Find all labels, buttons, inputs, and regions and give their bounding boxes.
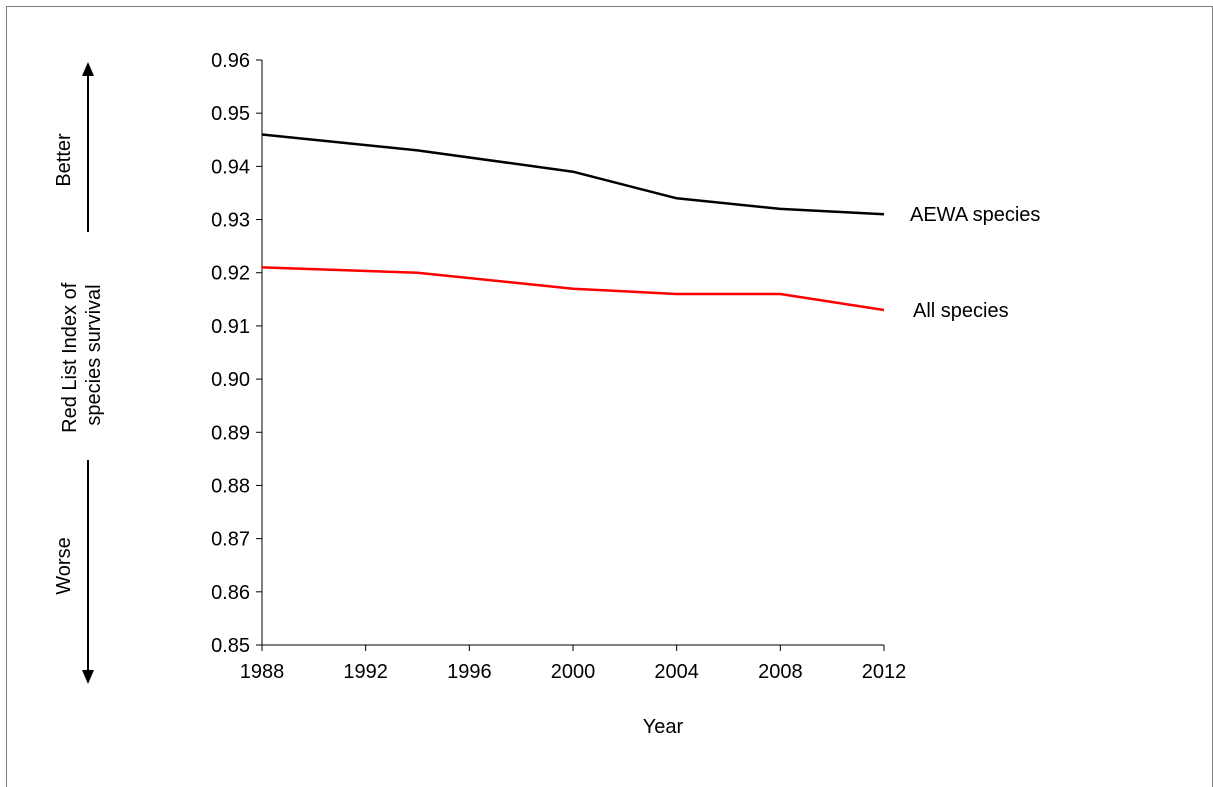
x-tick-label: 2012 — [862, 661, 907, 683]
series-label-aewa-species: AEWA species — [910, 204, 1040, 226]
better-arrow-head — [82, 62, 94, 76]
y-tick-label: 0.93 — [211, 210, 250, 232]
x-tick-label: 2000 — [551, 661, 596, 683]
y-tick-label: 0.86 — [211, 582, 250, 604]
y-axis-label: Red List Index of species survival — [59, 277, 105, 433]
x-tick-label: 1992 — [343, 661, 388, 683]
x-tick-label: 1996 — [447, 661, 492, 683]
series-label-all-species: All species — [913, 300, 1009, 322]
series-line-all-species — [261, 266, 885, 312]
y-tick-label: 0.96 — [211, 50, 250, 72]
y-tick-label: 0.92 — [211, 263, 250, 285]
y-tick-label: 0.94 — [211, 156, 250, 178]
x-tick-label: 1988 — [240, 661, 285, 683]
x-tick-label: 2004 — [654, 661, 699, 683]
worse-arrow-head — [82, 670, 94, 684]
x-axis-label: Year — [643, 716, 684, 738]
x-tick-label: 2008 — [758, 661, 803, 683]
y-axis-label-line-1: Red List Index of — [59, 282, 81, 433]
y-tick-label: 0.90 — [211, 369, 250, 391]
y-tick-label: 0.95 — [211, 103, 250, 125]
y-tick-label: 0.91 — [211, 316, 250, 338]
series-labels: AEWA species All species — [910, 204, 1040, 322]
series-lines — [261, 133, 885, 312]
x-axis-ticks: 1988 1992 1996 2000 2004 2008 2012 — [240, 645, 907, 683]
y-tick-label: 0.89 — [211, 422, 250, 444]
y-tick-label: 0.88 — [211, 475, 250, 497]
y-axis-ticks: 0.96 0.95 0.94 0.93 0.92 0.91 0.90 0.89 0.88 0.87… — [211, 50, 262, 657]
y-tick-label: 0.87 — [211, 529, 250, 551]
better-label: Better — [53, 133, 75, 187]
y-axis-label-line-2: species survival — [83, 284, 105, 425]
series-line-aewa-species — [261, 133, 885, 216]
y-tick-label: 0.85 — [211, 635, 250, 657]
worse-label: Worse — [53, 537, 75, 594]
